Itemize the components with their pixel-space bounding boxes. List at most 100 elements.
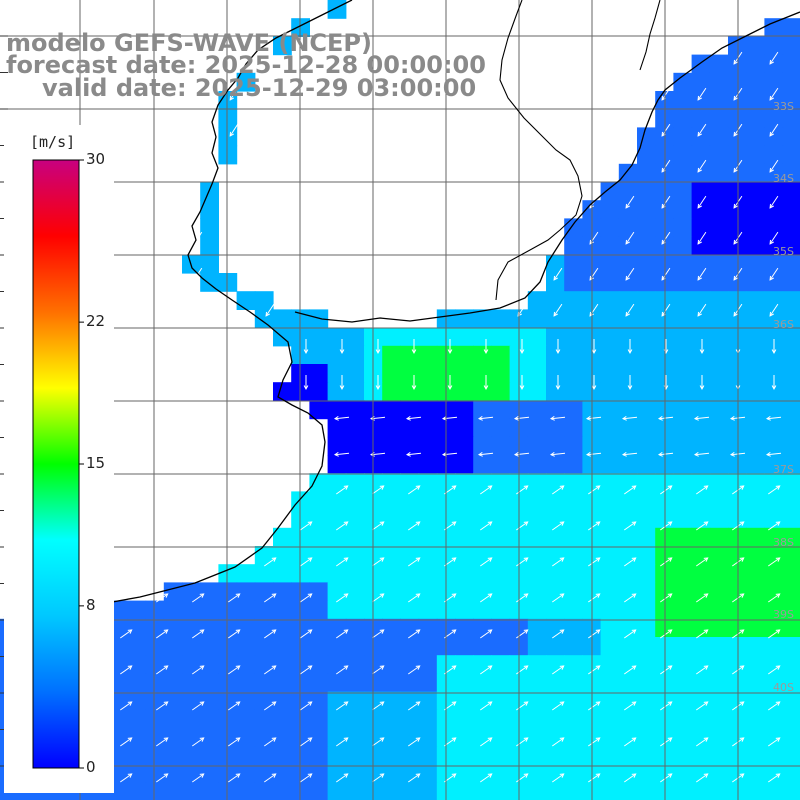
wind-arrow xyxy=(624,485,637,495)
wind-speed-cell xyxy=(218,582,238,602)
wind-speed-cell xyxy=(218,673,238,693)
wind-speed-cell xyxy=(637,509,656,529)
wind-speed-cell xyxy=(691,163,711,183)
wind-speed-cell xyxy=(182,618,201,638)
wind-arrow xyxy=(516,629,529,639)
wind-speed-cell xyxy=(400,345,420,365)
wind-arrow xyxy=(405,451,422,457)
wind-speed-cell xyxy=(218,637,238,656)
wind-speed-cell xyxy=(728,218,747,238)
wind-speed-cell xyxy=(182,655,201,674)
wind-speed-cell xyxy=(618,546,638,565)
wind-speed-cell xyxy=(746,400,765,420)
wind-speed-cell xyxy=(291,546,310,565)
wind-speed-cell xyxy=(746,564,765,583)
wind-speed-cell xyxy=(618,728,638,747)
wind-speed-cell xyxy=(782,509,800,529)
wind-speed-cell xyxy=(491,455,511,474)
wind-speed-cell xyxy=(746,72,765,92)
wind-speed-cell xyxy=(618,746,638,765)
wind-speed-cell xyxy=(600,509,620,529)
wind-speed-cell xyxy=(400,691,420,711)
wind-speed-cell xyxy=(546,691,565,711)
wind-speed-cell xyxy=(564,618,583,638)
wind-speed-cell xyxy=(127,600,147,620)
wind-speed-cell xyxy=(455,764,474,784)
wind-speed-cell xyxy=(691,236,711,256)
wind-speed-cell xyxy=(327,618,347,638)
wind-speed-cell xyxy=(564,218,583,238)
wind-speed-cell xyxy=(564,673,583,693)
wind-speed-cell xyxy=(382,728,401,747)
wind-speed-cell xyxy=(746,546,765,565)
wind-speed-cell xyxy=(673,200,693,219)
wind-speed-cell xyxy=(527,673,547,693)
wind-arrow xyxy=(372,593,385,603)
wind-arrow xyxy=(555,375,561,391)
wind-speed-cell xyxy=(400,673,420,693)
wind-speed-cell xyxy=(546,400,565,420)
wind-speed-cell xyxy=(127,782,147,800)
wind-speed-cell xyxy=(746,618,765,638)
wind-speed-cell xyxy=(163,582,183,602)
wind-speed-cell xyxy=(145,655,165,674)
wind-speed-cell xyxy=(764,764,784,784)
wind-arrow xyxy=(697,87,707,101)
wind-arrow xyxy=(480,521,493,531)
wind-speed-cell xyxy=(546,564,565,583)
wind-arrow xyxy=(120,629,133,639)
wind-speed-cell xyxy=(273,673,292,693)
wind-speed-cell xyxy=(746,455,765,474)
wind-arrow xyxy=(588,701,601,711)
wind-arrow xyxy=(624,665,637,675)
wind-arrow xyxy=(336,773,349,783)
wind-speed-cell xyxy=(218,145,238,165)
wind-speed-cell xyxy=(127,764,147,784)
wind-speed-cell xyxy=(345,345,365,365)
wind-speed-cell xyxy=(691,473,711,492)
wind-arrow xyxy=(372,629,385,639)
wind-speed-cell xyxy=(327,691,347,711)
wind-speed-cell xyxy=(673,436,693,456)
wind-speed-cell xyxy=(564,546,583,565)
wind-arrow xyxy=(333,415,350,421)
wind-speed-cell xyxy=(236,637,256,656)
wind-speed-cell xyxy=(746,709,765,729)
wind-speed-cell xyxy=(418,637,438,656)
wind-speed-cell xyxy=(746,600,765,620)
wind-speed-cell xyxy=(345,436,365,456)
wind-speed-cell xyxy=(400,764,420,784)
wind-speed-cell xyxy=(309,364,329,383)
wind-speed-cell xyxy=(546,637,565,656)
wind-arrow xyxy=(585,451,602,457)
wind-speed-cell xyxy=(218,746,238,765)
wind-arrow xyxy=(660,701,673,711)
wind-arrow xyxy=(660,557,673,567)
wind-speed-cell xyxy=(418,345,438,365)
wind-speed-cell xyxy=(746,382,765,401)
wind-speed-cell xyxy=(637,491,656,511)
wind-speed-cell xyxy=(400,509,420,529)
wind-speed-cell xyxy=(746,182,765,201)
wind-speed-cell xyxy=(746,728,765,747)
wind-speed-cell xyxy=(637,291,656,310)
wind-speed-cell xyxy=(455,418,474,438)
wind-arrow xyxy=(769,195,779,209)
wind-speed-cell xyxy=(600,418,620,438)
wind-arrow xyxy=(408,701,421,711)
wind-arrow xyxy=(300,665,313,675)
wind-speed-cell xyxy=(673,491,693,511)
wind-speed-cell xyxy=(782,764,800,784)
wind-speed-cell xyxy=(200,655,219,674)
wind-speed-cell xyxy=(527,782,547,800)
wind-speed-cell xyxy=(764,18,784,37)
wind-speed-cell xyxy=(327,637,347,656)
wind-speed-cell xyxy=(273,728,292,747)
wind-speed-cell xyxy=(728,491,747,511)
wind-speed-cell xyxy=(163,600,183,620)
wind-speed-cell xyxy=(564,455,583,474)
wind-speed-cell xyxy=(709,291,729,310)
wind-speed-cell xyxy=(273,527,292,547)
wind-speed-cell xyxy=(291,691,310,711)
wind-speed-cell xyxy=(618,527,638,547)
